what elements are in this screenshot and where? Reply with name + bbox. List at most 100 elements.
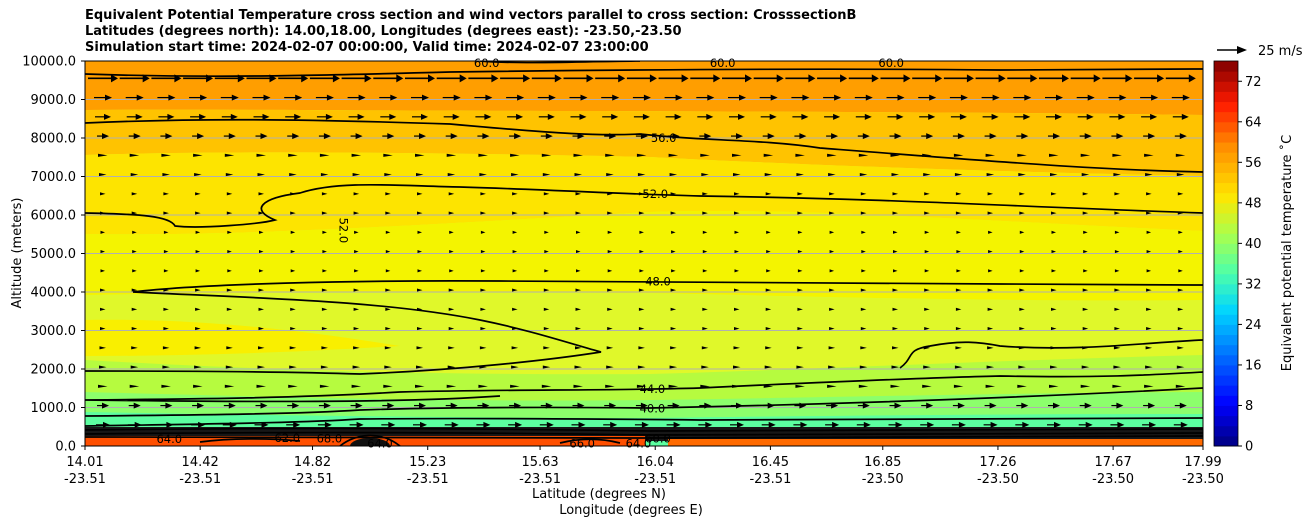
wind-vector — [1146, 307, 1152, 311]
colorbar-segment — [1214, 405, 1238, 417]
wind-vector — [1114, 288, 1120, 292]
wind-vector — [480, 249, 486, 254]
wind-vector — [226, 211, 233, 215]
wind-vector — [1114, 249, 1120, 254]
x-tick-label-lon: -23.51 — [292, 472, 334, 487]
wind-vector — [353, 211, 360, 215]
wind-vector — [163, 249, 169, 254]
wind-vector-head — [514, 133, 522, 140]
wind-vectors — [88, 74, 1196, 428]
wind-vector-head — [355, 402, 363, 409]
wind-vector — [1145, 172, 1153, 177]
colorbar-segment — [1214, 152, 1238, 163]
wind-vector — [541, 384, 552, 388]
wind-vector — [796, 365, 804, 369]
wind-vector — [892, 326, 898, 331]
wind-vector — [1017, 384, 1027, 388]
band-surface-orange-2 — [668, 439, 1203, 446]
wind-vector-head — [261, 421, 269, 428]
wind-vector-head — [1116, 402, 1124, 409]
wind-vector-head — [453, 94, 461, 101]
wind-vector — [512, 230, 518, 234]
wind-vector — [131, 211, 138, 215]
wind-vector-head — [358, 94, 366, 101]
wind-vector-head — [325, 113, 333, 120]
wind-vector-head — [546, 421, 554, 428]
wind-vector — [1175, 153, 1186, 157]
wind-vector — [669, 365, 678, 369]
wind-vector-head — [263, 94, 271, 101]
wind-vector — [131, 326, 138, 331]
wind-vector-head — [1053, 402, 1060, 409]
colorbar-label: Equivalent potential temperature ˚C — [1279, 135, 1295, 371]
wind-vector — [478, 153, 488, 157]
wind-vector-head — [672, 402, 680, 409]
wind-vector — [956, 249, 961, 254]
colorbar-tick-label: 40 — [1245, 237, 1262, 252]
y-tick-label: 2000.0 — [31, 363, 77, 378]
wind-vector — [322, 269, 327, 273]
wind-vector — [195, 230, 201, 234]
wind-vector-head — [713, 74, 721, 83]
wind-vector — [861, 249, 866, 254]
colorbar-segment — [1214, 273, 1238, 285]
wind-vector — [702, 249, 708, 254]
wind-vector — [290, 269, 296, 273]
wind-vector — [1083, 230, 1088, 234]
wind-vector-head — [833, 113, 841, 120]
wind-vector — [257, 365, 265, 369]
wind-vector — [1145, 346, 1153, 350]
wind-vector — [576, 249, 581, 254]
wind-vector — [480, 326, 486, 331]
wind-vector — [321, 307, 328, 311]
colorbar-segment — [1214, 304, 1238, 315]
wind-vector — [512, 288, 518, 292]
wind-vector-head — [134, 421, 142, 428]
wind-vector-head — [459, 74, 467, 83]
wind-vector-head — [135, 113, 143, 120]
wind-vector — [671, 230, 676, 234]
wind-vector — [861, 269, 866, 273]
wind-vector — [129, 153, 140, 157]
wind-vector — [1177, 346, 1184, 350]
wind-vector — [322, 230, 327, 234]
wind-vector-head — [767, 402, 775, 409]
wind-vector-head — [1087, 94, 1095, 101]
wind-vector — [259, 230, 264, 234]
colorbar-segment — [1214, 294, 1238, 305]
wind-vector — [258, 192, 264, 196]
wind-vector-head — [831, 133, 839, 140]
wind-vector-head — [323, 402, 331, 409]
wind-vector-head — [800, 421, 808, 428]
wind-vector-head — [228, 402, 236, 409]
wind-vector — [512, 249, 518, 254]
wind-vector — [448, 346, 455, 350]
wind-vector-head — [738, 113, 745, 120]
wind-vector-head — [324, 421, 332, 428]
wind-vector — [670, 192, 677, 196]
wind-vector — [290, 211, 296, 215]
wind-vector — [985, 153, 996, 157]
wind-vector-head — [451, 421, 459, 428]
wind-vector — [1049, 384, 1059, 388]
wind-vector — [733, 172, 741, 177]
wind-vector — [258, 346, 265, 350]
wind-vector — [763, 384, 774, 388]
colorbar-segment — [1214, 101, 1238, 113]
colorbar-segment — [1214, 172, 1238, 184]
wind-vector — [639, 230, 644, 234]
wind-vector — [161, 153, 171, 157]
wind-vector — [1177, 192, 1184, 196]
contour-line-46 — [899, 339, 1203, 369]
contour-labels: 60.0 60.0 60.0 56.0 52.0 52.0 48.0 44.0 40.0 64.0… — [156, 56, 904, 451]
wind-vector — [607, 288, 613, 292]
wind-vector — [575, 192, 581, 196]
wind-vector-head — [294, 113, 302, 120]
wind-vector — [892, 288, 898, 292]
wind-vector — [417, 192, 423, 196]
wind-vector — [1051, 230, 1056, 234]
wind-vector — [858, 153, 869, 157]
wind-vector — [511, 346, 519, 350]
wind-vector — [132, 269, 137, 273]
wind-vector — [988, 249, 993, 254]
